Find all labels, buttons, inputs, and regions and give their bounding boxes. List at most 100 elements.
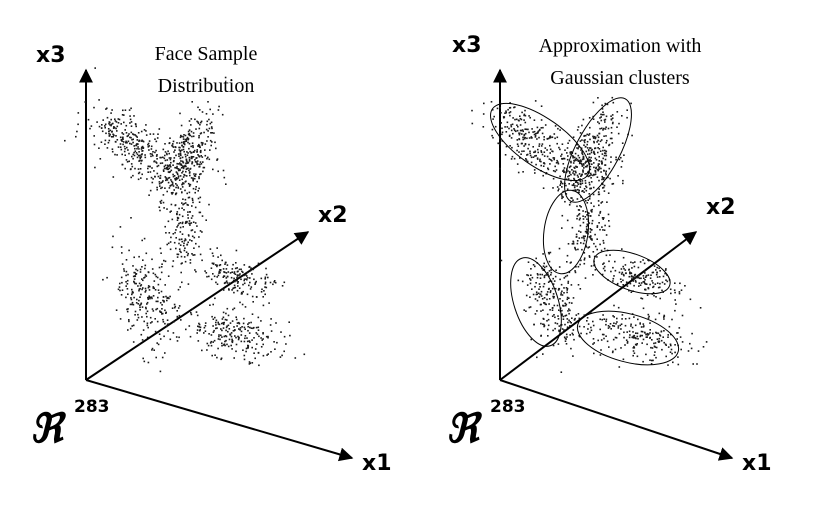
sample-dot [639,282,641,284]
sample-dot [615,159,617,161]
sample-dot [116,130,118,132]
sample-dot [173,160,175,162]
sample-dot [566,343,568,345]
sample-dot [180,175,182,177]
sample-dot [200,212,202,214]
sample-dot [191,161,193,163]
sample-dot [174,304,176,306]
sample-dot [108,142,110,144]
sample-dot [518,280,520,282]
sample-dot [618,325,620,327]
sample-dot [258,329,260,331]
sample-dot [569,334,571,336]
sample-dot [643,281,645,283]
sample-dot [156,301,158,303]
sample-dot [265,268,267,270]
sample-dot [153,286,155,288]
sample-dot [544,297,546,299]
sample-dot [511,130,513,132]
sample-dot [621,115,623,117]
sample-dot [237,285,239,287]
sample-dot [187,154,189,156]
sample-dot [598,156,600,158]
sample-dot [179,248,181,250]
sample-dot [270,318,272,320]
sample-dot [604,248,606,250]
sample-dot [175,183,177,185]
sample-dot [483,126,485,128]
sample-dot [578,184,580,186]
sample-dot [567,255,569,257]
sample-dot [621,248,623,250]
sample-dot [273,341,275,343]
sample-dot [629,334,631,336]
sample-dot [580,288,582,290]
sample-dot [567,188,569,190]
sample-dot [194,178,196,180]
sample-dot [253,279,255,281]
sample-dot [122,289,124,291]
sample-dot [187,142,189,144]
sample-dot [553,293,555,295]
sample-dot [191,217,193,219]
sample-dot [559,149,561,151]
sample-dot [655,357,657,359]
sample-dot [170,179,172,181]
sample-dot [120,226,122,228]
sample-dot [218,275,220,277]
sample-dot [552,309,554,311]
sample-dot [189,185,191,187]
sample-dot [519,134,521,136]
sample-dot [256,327,258,329]
sample-dot [121,246,123,248]
sample-dot [535,298,537,300]
sample-dot [567,318,569,320]
sample-dot [142,287,144,289]
sample-dot [112,151,114,153]
sample-dot [151,259,153,261]
sample-dot [176,185,178,187]
sample-dot [284,282,286,284]
sample-dot [609,168,611,170]
sample-dot [185,202,187,204]
sample-dot [223,327,225,329]
sample-dot [227,264,229,266]
sample-dot [573,339,575,341]
sample-dot [172,183,174,185]
sample-dot [517,130,519,132]
sample-dot [601,179,603,181]
sample-dot [576,314,578,316]
sample-dot [622,314,624,316]
sample-dot [677,356,679,358]
sample-dot [563,316,565,318]
sample-dot [179,286,181,288]
sample-dot [130,169,132,171]
sample-dot [637,336,639,338]
sample-dot [645,334,647,336]
sample-dot [597,147,599,149]
sample-dot [619,366,621,368]
sample-dot [241,271,243,273]
sample-dot [605,135,607,137]
sample-dot [606,255,608,257]
sample-dot [572,199,574,201]
sample-dot [604,121,606,123]
sample-dot [622,284,624,286]
sample-dot [115,120,117,122]
sample-dot [562,305,564,307]
sample-dot [641,331,643,333]
sample-dot [562,332,564,334]
sample-dot [120,123,122,125]
sample-dot [605,170,607,172]
sample-dot [619,159,621,161]
sample-dot [202,171,204,173]
sample-dot [126,142,128,144]
sample-dot [178,175,180,177]
sample-dot [226,336,228,338]
sample-dot [173,185,175,187]
sample-dot [613,316,615,318]
sample-dot [562,328,564,330]
sample-dot [553,170,555,172]
sample-dot [124,146,126,148]
sample-dot [603,179,605,181]
